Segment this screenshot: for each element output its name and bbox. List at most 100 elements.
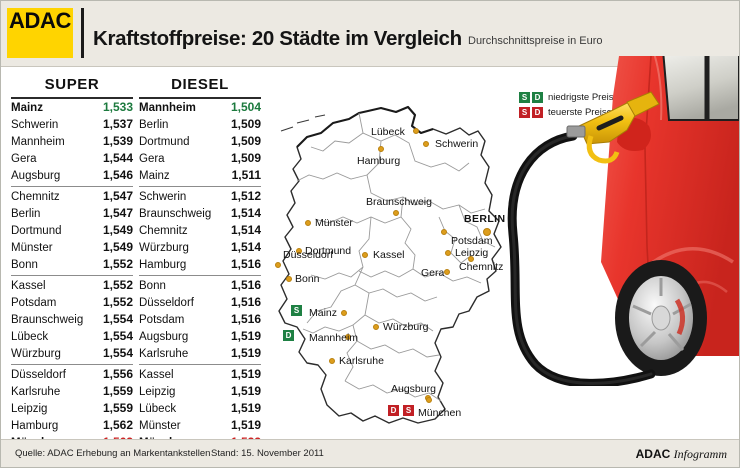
table-row: Schwerin 1,512 bbox=[139, 188, 261, 205]
price-row-city: Schwerin bbox=[139, 191, 187, 203]
header-divider bbox=[81, 8, 84, 58]
map-city-label: Gera bbox=[421, 267, 445, 279]
car-window bbox=[661, 49, 740, 121]
map-city-label: Düsseldorf bbox=[283, 249, 334, 261]
table-row: Mainz 1,511 bbox=[139, 167, 261, 184]
price-row-city: Mainz bbox=[139, 170, 170, 182]
map-city-label: Mannheim bbox=[309, 332, 359, 344]
price-row-city: Hamburg bbox=[139, 259, 187, 271]
footer-brand-adac: ADAC bbox=[635, 447, 671, 461]
table-row: Braunschweig 1,554 bbox=[11, 311, 133, 328]
price-row-value: 1,554 bbox=[102, 329, 133, 343]
table-group-divider bbox=[11, 185, 133, 187]
price-row-city: Dortmund bbox=[11, 225, 62, 237]
price-row-value: 1,514 bbox=[230, 223, 261, 237]
price-row-value: 1,519 bbox=[230, 346, 261, 360]
car-illustration-svg bbox=[507, 49, 740, 388]
map-city-dot bbox=[275, 262, 281, 268]
map-city-dot bbox=[441, 229, 447, 235]
map-city-dot bbox=[423, 141, 429, 147]
price-row-city: Potsdam bbox=[11, 297, 57, 309]
map-city-label: Chemnitz bbox=[459, 261, 504, 273]
map-city-label: Mainz bbox=[309, 307, 338, 319]
map-city-dot bbox=[286, 276, 292, 282]
map-city-dot bbox=[329, 358, 335, 364]
car-wheel bbox=[615, 260, 707, 376]
price-row-value: 1,559 bbox=[102, 401, 133, 415]
germany-map-outline bbox=[278, 105, 502, 424]
map-city-label: Schwerin bbox=[435, 138, 479, 150]
price-row-city: Potsdam bbox=[139, 314, 185, 326]
map-city-label: München bbox=[418, 407, 462, 419]
table-row: Hamburg 1,562 bbox=[11, 417, 133, 434]
footer-bar: Quelle: ADAC Erhebung an Markentankstell… bbox=[1, 439, 739, 467]
price-row-city: Gera bbox=[139, 153, 165, 165]
price-row-value: 1,514 bbox=[230, 240, 261, 254]
price-row-city: Münster bbox=[139, 420, 181, 432]
price-row-city: Gera bbox=[11, 153, 37, 165]
price-row-value: 1,519 bbox=[230, 367, 261, 381]
table-group-divider bbox=[139, 185, 261, 187]
price-row-city: Chemnitz bbox=[11, 191, 60, 203]
map-city-dot bbox=[426, 397, 432, 403]
germany-map: Lübeck Schwerin Hamburg BERLIN Braunschweig P… bbox=[263, 71, 563, 439]
table-row: Karlsruhe 1,559 bbox=[11, 383, 133, 400]
map-city-label: Augsburg bbox=[391, 383, 436, 395]
super-table-title: SUPER bbox=[44, 76, 100, 93]
table-row: Berlin 1,547 bbox=[11, 205, 133, 222]
table-row: Braunschweig 1,514 bbox=[139, 205, 261, 222]
diesel-table-rows: Mannheim 1,504 Berlin 1,509 Dortmund 1,509 Ger… bbox=[139, 99, 261, 451]
map-city-label: Münster bbox=[315, 217, 353, 229]
price-row-value: 1,533 bbox=[102, 100, 133, 114]
price-row-city: Münster bbox=[11, 242, 53, 254]
price-row-value: 1,509 bbox=[230, 134, 261, 148]
footer-source-text: Quelle: ADAC Erhebung an Markentankstell… bbox=[15, 448, 211, 459]
map-city-label: Kassel bbox=[373, 249, 405, 261]
price-row-city: Leipzig bbox=[11, 403, 48, 415]
table-row: Dortmund 1,549 bbox=[11, 222, 133, 239]
price-row-value: 1,556 bbox=[102, 367, 133, 381]
map-city-label: Potsdam bbox=[451, 235, 493, 247]
table-row: Potsdam 1,516 bbox=[139, 311, 261, 328]
price-row-value: 1,552 bbox=[102, 257, 133, 271]
table-row: Chemnitz 1,514 bbox=[139, 222, 261, 239]
legend-label: niedrigste Preise bbox=[548, 92, 619, 103]
legend-super-badge: S bbox=[519, 107, 530, 118]
price-row-value: 1,514 bbox=[230, 206, 261, 220]
price-row-value: 1,519 bbox=[230, 329, 261, 343]
table-group-divider bbox=[139, 274, 261, 276]
adac-logo-text: ADAC bbox=[9, 8, 71, 33]
price-row-value: 1,519 bbox=[230, 418, 261, 432]
table-row: Münster 1,519 bbox=[139, 417, 261, 434]
super-table-top-rule bbox=[11, 97, 133, 99]
price-row-value: 1,512 bbox=[230, 189, 261, 203]
footer-brand-infogramm: Infogramm bbox=[673, 447, 727, 461]
super-price-table: SUPER Mainz 1,533 Schwerin 1,537 Mannheim 1,5… bbox=[11, 75, 133, 453]
diesel-table-top-rule bbox=[139, 97, 261, 99]
map-city-label: Dortmund bbox=[305, 245, 352, 257]
price-row-value: 1,547 bbox=[102, 189, 133, 203]
table-row: Hamburg 1,516 bbox=[139, 256, 261, 273]
price-row-city: Würzburg bbox=[11, 348, 61, 360]
price-row-city: Düsseldorf bbox=[139, 297, 194, 309]
table-row: Düsseldorf 1,556 bbox=[11, 366, 133, 383]
price-row-city: Bonn bbox=[11, 259, 38, 271]
table-row: Dortmund 1,509 bbox=[139, 133, 261, 150]
price-row-value: 1,559 bbox=[102, 384, 133, 398]
map-city-dot bbox=[296, 248, 302, 254]
legend-label: teuerste Preise bbox=[548, 107, 612, 118]
price-row-city: Mannheim bbox=[139, 102, 196, 114]
table-row: Augsburg 1,519 bbox=[139, 328, 261, 345]
map-city-label: Würzburg bbox=[383, 321, 429, 333]
price-row-city: Schwerin bbox=[11, 119, 59, 131]
price-row-city: Kassel bbox=[11, 280, 46, 292]
price-row-city: Braunschweig bbox=[139, 208, 212, 220]
table-row: Würzburg 1,514 bbox=[139, 239, 261, 256]
table-row: Potsdam 1,552 bbox=[11, 294, 133, 311]
table-row: Schwerin 1,537 bbox=[11, 116, 133, 133]
price-row-value: 1,511 bbox=[231, 168, 261, 182]
price-row-value: 1,562 bbox=[102, 418, 133, 432]
price-row-city: Berlin bbox=[11, 208, 41, 220]
table-row: Würzburg 1,554 bbox=[11, 345, 133, 362]
